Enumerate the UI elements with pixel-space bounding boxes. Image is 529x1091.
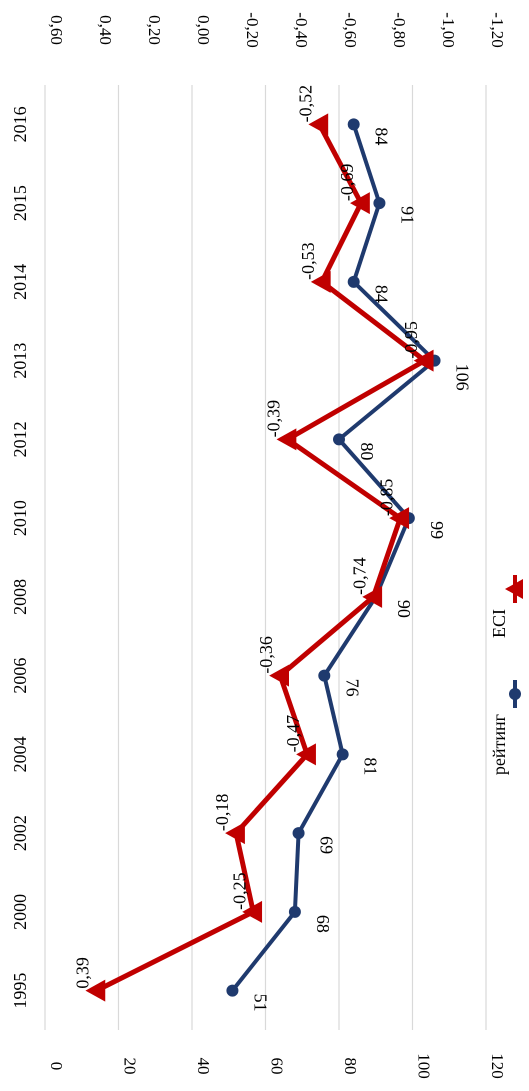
left-tick-label: 40: [194, 1058, 213, 1075]
category-label: 2004: [10, 736, 30, 772]
data-label: -0,18: [212, 794, 232, 832]
series-layer: [85, 113, 441, 1002]
data-label: -0,74: [349, 557, 369, 595]
data-point: [310, 270, 331, 293]
data-label: 106: [453, 364, 473, 391]
left-tick-label: 100: [415, 1053, 434, 1079]
right-axis: 0,60 0,40 0,20 0,00 -0,20 -0,40 -0,60 -0,80 -1,0…: [47, 12, 507, 47]
right-tick-label: -1,00: [439, 12, 458, 47]
data-label: 84: [372, 127, 392, 145]
left-tick-label: 0: [47, 1062, 66, 1071]
data-point: [318, 669, 331, 682]
left-tick-label: 60: [268, 1058, 287, 1075]
data-point: [269, 664, 289, 687]
category-label: 2015: [10, 185, 30, 221]
data-label: 91: [397, 206, 417, 224]
data-point: [347, 275, 360, 288]
left-axis: 0 20 40 60 80 100 120: [47, 1053, 507, 1079]
legend-item-ECI: ECI: [489, 575, 523, 638]
data-label: -0,47: [283, 715, 303, 753]
legend: рейтинг ECI: [489, 575, 523, 775]
legend-label: рейтинг: [489, 714, 509, 775]
data-label: -0,69: [337, 164, 357, 202]
series-line-рейтинг: [230, 123, 437, 992]
data-label: -0,39: [264, 400, 284, 438]
category-label: 2008: [10, 579, 30, 615]
data-point: [292, 827, 305, 840]
left-tick-label: 120: [488, 1053, 507, 1079]
data-point: [336, 748, 349, 761]
right-tick-label: 0,20: [145, 15, 164, 45]
data-point: [347, 118, 360, 131]
category-label: 2014: [10, 264, 30, 300]
left-tick-label: 20: [121, 1058, 140, 1075]
data-point: [85, 979, 106, 1002]
data-label: 84: [372, 285, 392, 303]
data-label: 81: [361, 757, 381, 775]
data-point: [389, 507, 410, 530]
legend-label: ECI: [489, 609, 509, 638]
category-label: 2002: [10, 815, 30, 851]
right-tick-label: -0,40: [292, 12, 311, 47]
data-label: -0,25: [229, 872, 249, 910]
data-label: 0,39: [72, 957, 92, 989]
legend-item-рейтинг: рейтинг: [489, 680, 521, 775]
data-label: -0,85: [376, 479, 396, 517]
right-tick-label: 0,00: [194, 15, 213, 45]
legend-marker: [509, 688, 521, 700]
data-label: -0,95: [401, 321, 421, 359]
data-point: [308, 113, 329, 136]
data-label: 80: [357, 442, 377, 460]
category-label: 2016: [10, 106, 30, 142]
data-label: 68: [313, 915, 333, 933]
data-point: [226, 984, 239, 997]
category-axis: 1995 2000 2002 2004 2006 2008 2010 2012 2013 2014…: [10, 106, 30, 1008]
category-label: 2010: [10, 500, 30, 536]
right-tick-label: -1,20: [488, 12, 507, 47]
data-labels: 51 68 69 81 76 90 99 80 106 84 91 84 0,39 -0,25 -0,18 -…: [72, 85, 472, 1012]
category-label: 2012: [10, 421, 30, 457]
category-label: 1995: [10, 973, 30, 1009]
data-label: -0,52: [295, 85, 315, 123]
data-point: [276, 428, 297, 451]
category-label: 2000: [10, 894, 30, 930]
data-point: [333, 433, 345, 446]
data-point: [362, 585, 383, 608]
data-point: [373, 197, 386, 210]
left-tick-label: 80: [341, 1058, 360, 1075]
series-line-ECI: [95, 123, 428, 993]
right-tick-label: 0,40: [96, 15, 115, 45]
data-point: [225, 822, 245, 845]
data-point: [413, 349, 434, 372]
data-point: [296, 743, 316, 766]
right-tick-label: -0,20: [243, 12, 262, 47]
data-point: [288, 905, 301, 918]
data-point: [350, 192, 370, 215]
data-label: -0,36: [256, 636, 276, 674]
data-label: 90: [394, 600, 414, 618]
category-label: 2013: [10, 343, 30, 379]
data-point: [242, 900, 263, 923]
data-label: 76: [342, 679, 362, 697]
data-label: -0,53: [298, 242, 318, 280]
data-label: 69: [317, 836, 337, 854]
data-label: 99: [427, 521, 447, 539]
right-tick-label: -0,60: [341, 12, 360, 47]
right-tick-label: -0,80: [390, 12, 409, 47]
right-tick-label: 0,60: [47, 15, 66, 45]
data-label: 51: [250, 994, 270, 1012]
gridlines: [44, 85, 487, 1030]
legend-marker: [505, 579, 523, 599]
category-label: 2006: [10, 658, 30, 694]
